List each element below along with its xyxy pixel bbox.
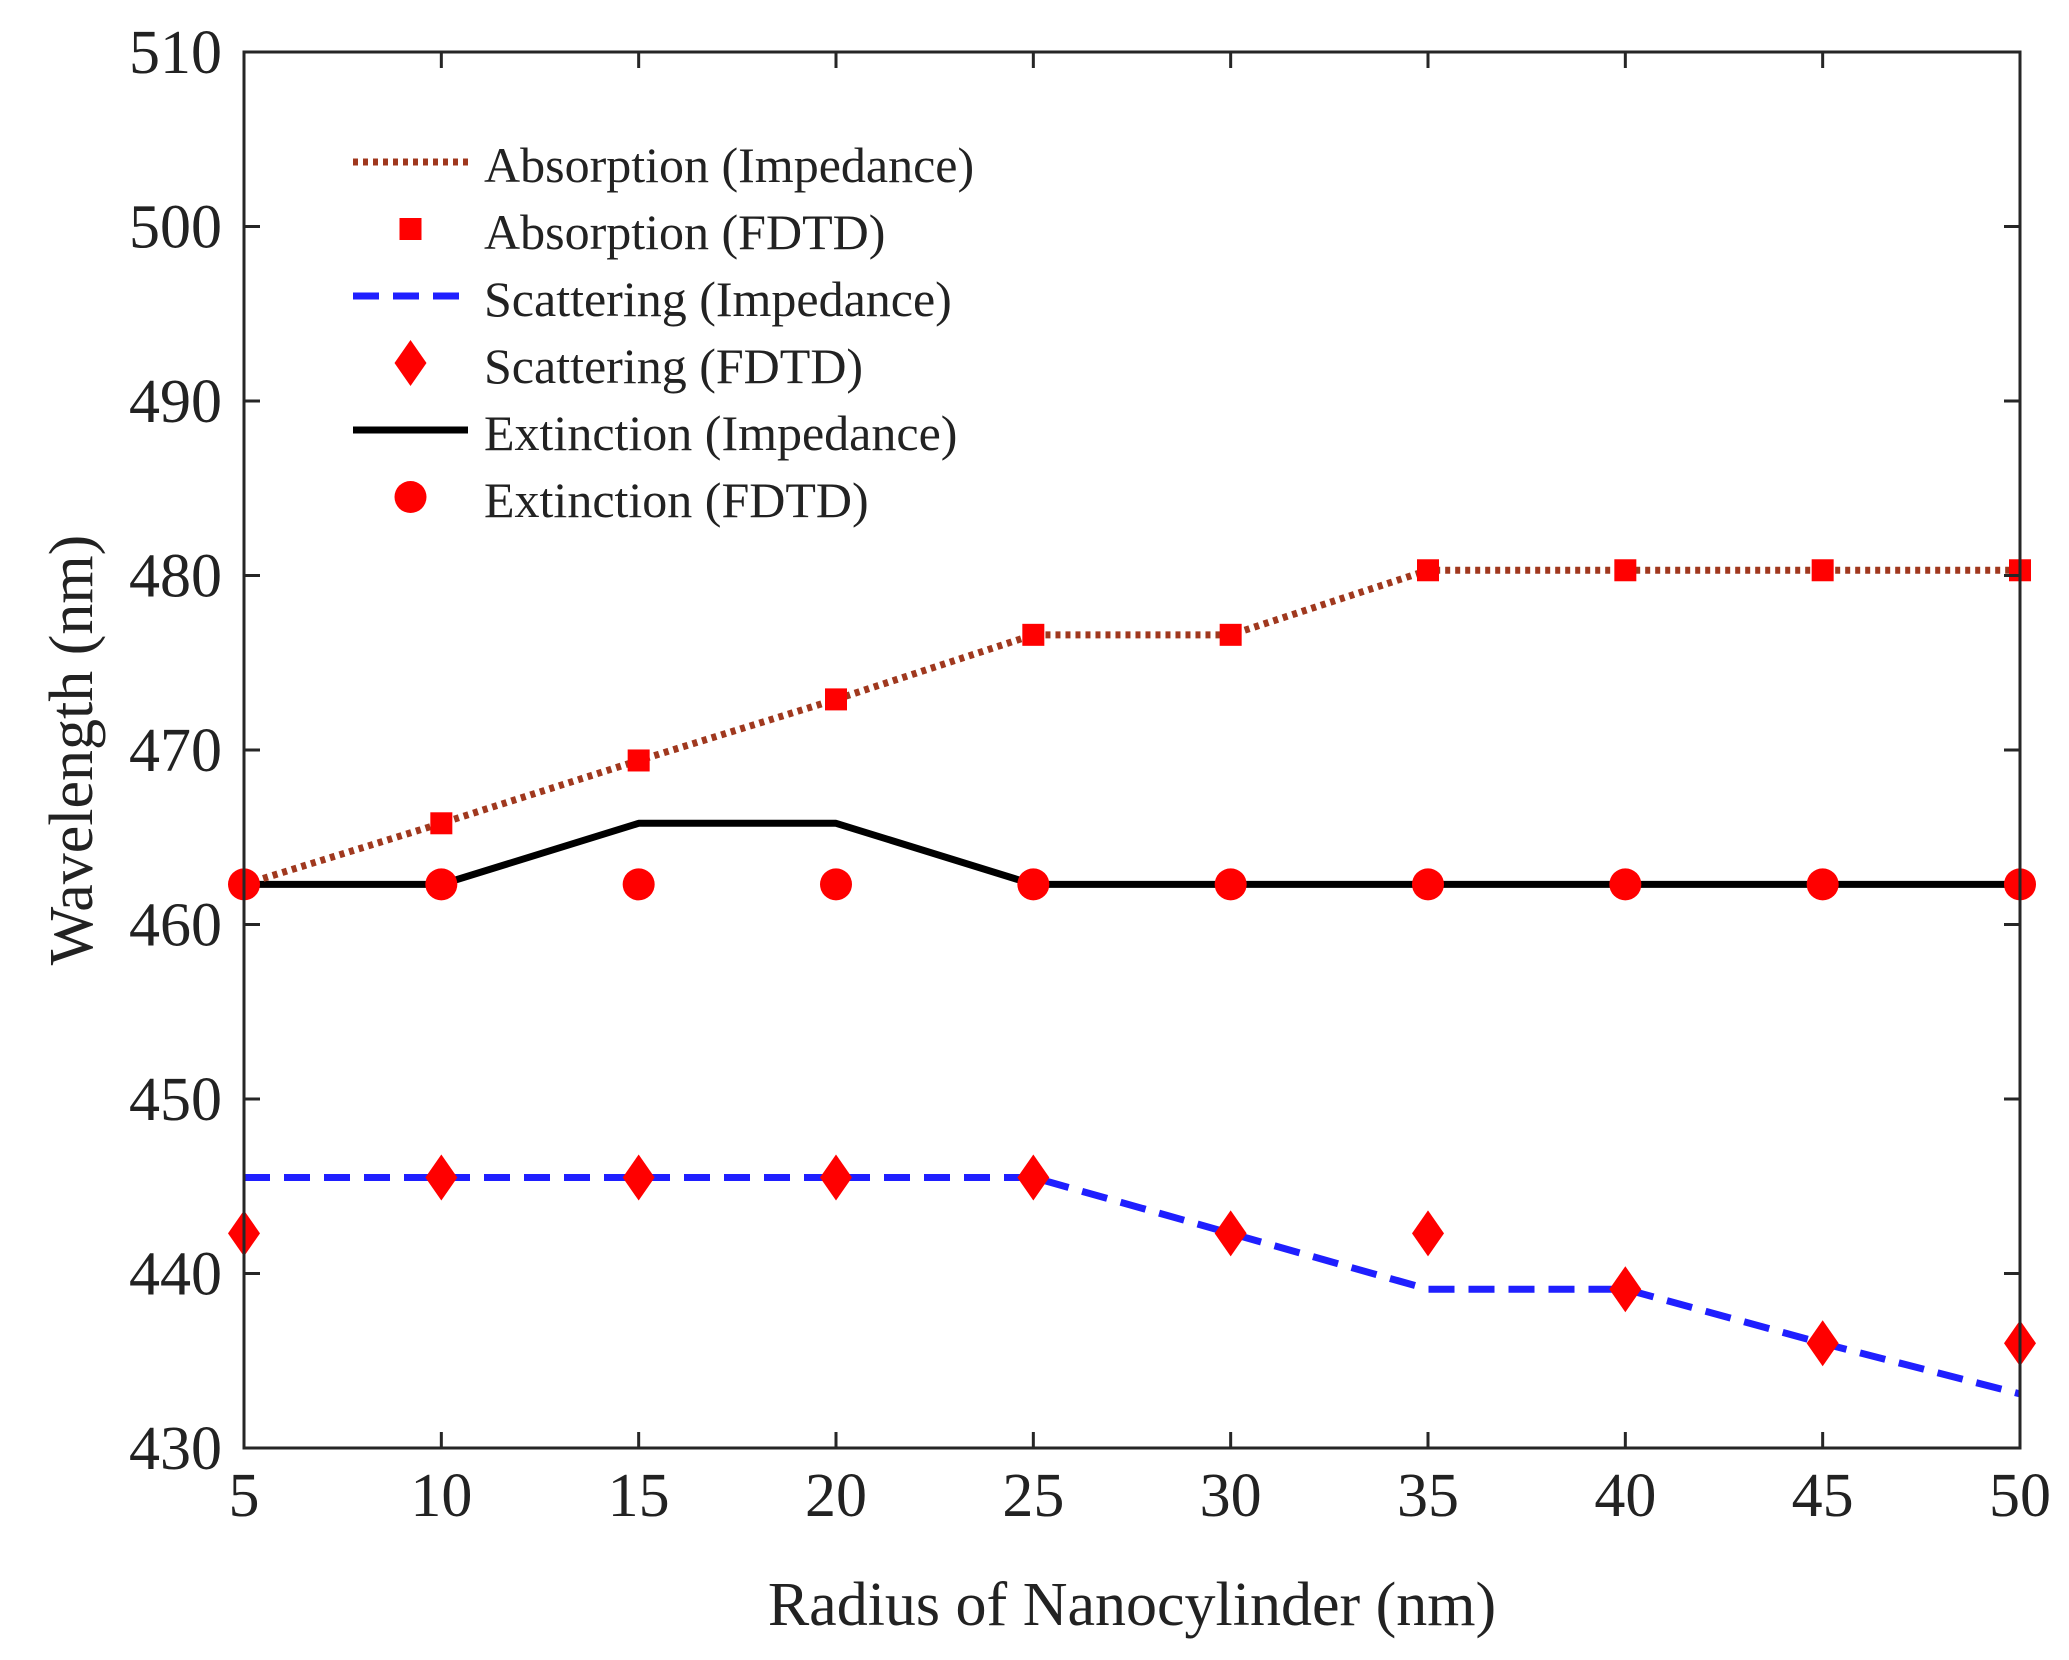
legend-item: Scattering (Impedance) [353, 271, 952, 327]
data-point [820, 1154, 852, 1201]
y-tick-label: 480 [129, 543, 222, 611]
data-point [430, 812, 453, 835]
series-extinction-impedance [244, 819, 2020, 888]
y-tick-label: 440 [129, 1241, 222, 1309]
data-point [1022, 623, 1045, 646]
data-point [1806, 1320, 1839, 1367]
series-line [244, 819, 2020, 888]
legend-label: Absorption (FDTD) [484, 204, 885, 260]
data-point [622, 868, 655, 901]
series-absorption-impedance [242, 566, 2020, 888]
y-tick-label: 430 [129, 1415, 222, 1483]
series-line [242, 566, 2020, 888]
y-tick-label: 510 [129, 19, 222, 87]
data-point [1806, 868, 1839, 901]
y-tick-label: 470 [129, 717, 222, 785]
legend-item: Extinction (FDTD) [394, 472, 869, 528]
x-tick-label: 50 [1989, 1462, 2051, 1530]
legend: Absorption (Impedance) Absorption (FDTD) S… [353, 137, 974, 528]
data-point [1017, 1154, 1050, 1201]
data-point [1609, 1266, 1642, 1313]
legend-swatch [394, 340, 427, 386]
axis-ticks: 5 10 15 20 25 30 35 40 45 50430440450460470480490… [129, 19, 2051, 1530]
y-tick-label: 450 [129, 1066, 222, 1134]
x-tick-label: 25 [1002, 1462, 1064, 1530]
legend-item: Absorption (FDTD) [399, 204, 885, 260]
data-point [622, 1154, 655, 1201]
x-tick-label: 40 [1594, 1462, 1656, 1530]
data-point [1214, 868, 1247, 901]
x-tick-label: 10 [410, 1462, 472, 1530]
legend-label: Scattering (FDTD) [484, 338, 863, 394]
data-point [1214, 1210, 1247, 1257]
series-scattering-fdtd [228, 1154, 2036, 1367]
x-tick-label: 5 [229, 1462, 260, 1530]
data-point [1811, 559, 1834, 582]
legend-label: Extinction (Impedance) [484, 405, 957, 461]
data-point [1614, 559, 1637, 582]
y-tick-label: 460 [129, 892, 222, 960]
data-point [1417, 559, 1439, 582]
data-point [1219, 623, 1242, 646]
legend-swatch [394, 481, 427, 513]
legend-item: Extinction (Impedance) [353, 405, 957, 461]
y-tick-label: 500 [129, 194, 222, 262]
series-scattering-impedance [244, 1174, 2021, 1398]
x-tick-label: 35 [1397, 1462, 1459, 1530]
x-tick-label: 30 [1200, 1462, 1262, 1530]
series-extinction-fdtd [228, 868, 2036, 901]
legend-label: Scattering (Impedance) [484, 271, 952, 327]
y-tick-label: 490 [129, 368, 222, 436]
x-tick-label: 20 [805, 1462, 867, 1530]
legend-swatch [399, 218, 422, 240]
y-axis-label: Wavelength (nm) [38, 535, 106, 966]
data-point [1609, 868, 1642, 901]
data-point [825, 688, 847, 711]
data-point [425, 868, 458, 901]
data-point [1017, 868, 1050, 901]
data-point [425, 1154, 458, 1201]
series-absorption-fdtd [233, 559, 2031, 896]
data-point [1412, 868, 1444, 901]
legend-label: Extinction (FDTD) [484, 472, 869, 528]
data-point [1412, 1210, 1444, 1257]
x-tick-label: 45 [1792, 1462, 1854, 1530]
legend-label: Absorption (Impedance) [484, 137, 974, 193]
plot-area [228, 559, 2036, 1398]
series-line [244, 1174, 2021, 1398]
x-axis-label: Radius of Nanocylinder (nm) [768, 1571, 1496, 1639]
axes-box [242, 50, 2022, 1450]
legend-item: Scattering (FDTD) [394, 338, 863, 394]
x-tick-label: 15 [608, 1462, 670, 1530]
legend-item: Absorption (Impedance) [353, 137, 974, 193]
data-point [820, 868, 852, 901]
data-point [627, 749, 650, 772]
